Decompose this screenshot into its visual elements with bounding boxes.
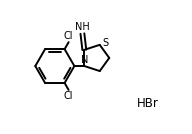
Text: S: S — [102, 38, 108, 48]
Text: NH: NH — [75, 22, 90, 32]
Text: Cl: Cl — [64, 31, 73, 41]
Text: Cl: Cl — [64, 91, 73, 101]
Text: N: N — [81, 55, 88, 65]
Text: HBr: HBr — [137, 97, 159, 110]
